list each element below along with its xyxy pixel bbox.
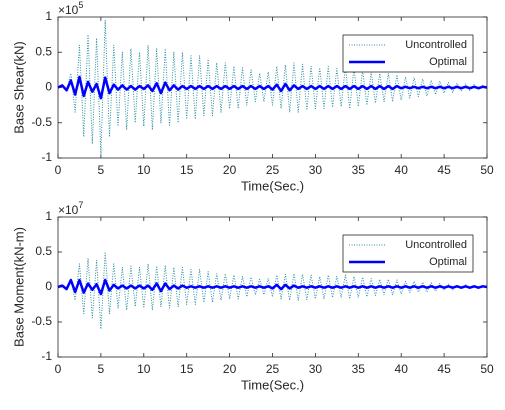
legend-label: Uncontrolled: [405, 39, 467, 51]
x-tick-label: 5: [98, 362, 105, 376]
x-tick-label: 25: [266, 362, 280, 376]
y-tick-label: -0.5: [31, 314, 52, 328]
x-tick-label: 30: [309, 163, 323, 177]
x-tick-label: 15: [180, 163, 194, 177]
x-tick-label: 0: [55, 362, 62, 376]
exponent-base: ×10: [58, 3, 79, 17]
x-tick-label: 0: [55, 163, 62, 177]
x-tick-label: 5: [98, 163, 105, 177]
series-line: [57, 20, 488, 155]
x-tick-label: 20: [223, 362, 237, 376]
exponent-power: 7: [78, 200, 83, 210]
series-line: [57, 251, 488, 330]
legend: Uncontrolled Optimal: [342, 34, 474, 73]
x-tick-label: 45: [437, 362, 451, 376]
y-tick-label: -1: [41, 150, 52, 164]
y-exponent: ×105: [58, 0, 83, 17]
x-tick-label: 25: [266, 163, 280, 177]
x-tick-label: 30: [309, 362, 323, 376]
y-tick-label: -0.5: [31, 115, 52, 129]
y-tick-label: 0: [45, 80, 52, 94]
y-axis-label: Base Shear(kN): [11, 41, 26, 133]
x-tick-label: 35: [352, 362, 366, 376]
x-tick-label: 35: [352, 163, 366, 177]
y-tick-label: -1: [41, 349, 52, 363]
x-tick-label: 40: [395, 362, 409, 376]
subplot: 0 5 10 15 20 25 30 35 40 45 50 -1 -0.5 0 0.5 1 ×107 Time(…: [11, 200, 494, 392]
legend-box: [342, 234, 474, 273]
series-line: [57, 75, 488, 100]
y-tick-label: 0.5: [35, 244, 52, 258]
legend-label: Optimal: [429, 256, 467, 268]
x-tick-label: 20: [223, 163, 237, 177]
x-tick-label: 40: [395, 163, 409, 177]
x-tick-label: 45: [437, 163, 451, 177]
exponent-base: ×10: [58, 203, 79, 217]
x-tick-label: 10: [137, 163, 151, 177]
axes-frame: [57, 16, 488, 159]
x-axis-label: Time(Sec.): [241, 377, 304, 392]
x-tick-label: 10: [137, 362, 151, 376]
y-exponent: ×107: [58, 200, 83, 217]
y-tick-label: 0.5: [35, 44, 52, 58]
legend-label: Uncontrolled: [405, 239, 467, 251]
y-axis-label: Base Moment(kN-m): [11, 227, 26, 347]
x-axis-label: Time(Sec.): [241, 178, 304, 193]
axes-frame: [57, 216, 488, 358]
legend-box: [342, 34, 474, 73]
y-tick-label: 1: [45, 209, 52, 223]
subplot: 0 5 10 15 20 25 30 35 40 45 50-1-0.500.51 ×105Time(…: [11, 0, 494, 193]
exponent-power: 5: [78, 0, 83, 10]
series-line: [57, 278, 488, 296]
x-tick-label: 50: [480, 362, 494, 376]
x-tick-label: 50: [480, 163, 494, 177]
y-tick-label: 1: [45, 9, 52, 23]
legend-label: Optimal: [429, 56, 467, 68]
x-tick-label: 15: [180, 362, 194, 376]
y-tick-label: 0: [45, 279, 52, 293]
legend: Uncontrolled Optimal: [342, 234, 474, 273]
